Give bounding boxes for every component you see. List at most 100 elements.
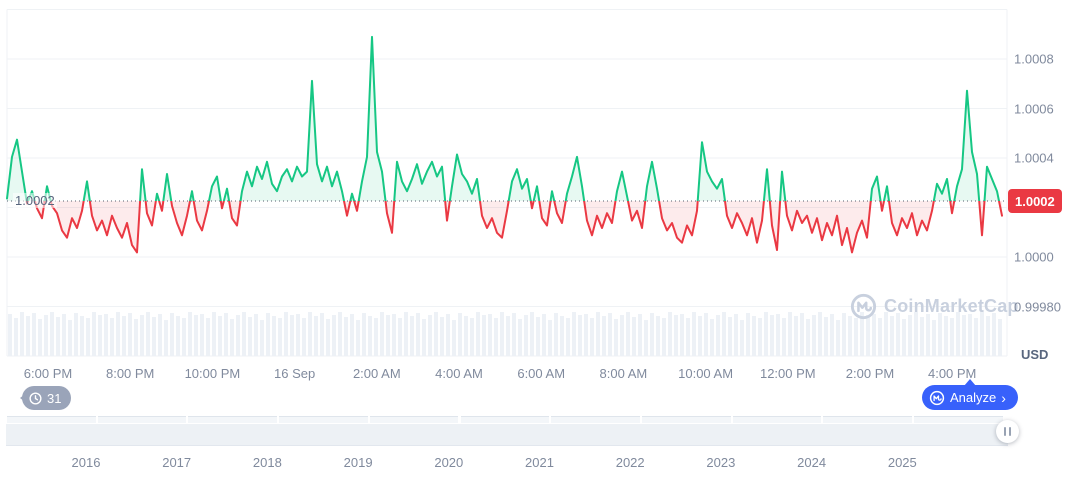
- volume-bar: [158, 314, 162, 356]
- volume-bar: [194, 315, 198, 356]
- volume-bar: [308, 312, 312, 356]
- volume-bar: [914, 312, 918, 356]
- volume-bar: [584, 314, 588, 356]
- history-clock-icon: [29, 391, 42, 405]
- volume-bar: [14, 318, 18, 356]
- x-axis-tick: 4:00 PM: [927, 366, 977, 381]
- volume-bar: [794, 316, 798, 356]
- volume-bar: [956, 312, 960, 356]
- volume-bar: [32, 313, 36, 356]
- x-axis-tick: 12:00 PM: [759, 366, 816, 381]
- volume-bar: [68, 320, 72, 356]
- volume-bar: [518, 319, 522, 356]
- volume-bar: [206, 318, 210, 356]
- navigator-preview-segment: [914, 416, 1003, 423]
- navigator-year-label[interactable]: 2021: [525, 455, 554, 470]
- volume-bar: [26, 316, 30, 356]
- handle-grip: [1009, 427, 1011, 436]
- price-chart-plot[interactable]: [0, 0, 1072, 362]
- volume-bar: [602, 316, 606, 356]
- navigator-year-label[interactable]: 2023: [706, 455, 736, 470]
- volume-bar: [200, 314, 204, 356]
- history-count: 31: [47, 390, 62, 406]
- navigator-year-label[interactable]: 2017: [162, 455, 192, 470]
- navigator-year-label[interactable]: 2022: [615, 455, 645, 470]
- volume-bar: [752, 316, 756, 356]
- volume-bar: [902, 319, 906, 356]
- y-axis-tick: 1.0008: [1014, 51, 1054, 67]
- navigator-year-label[interactable]: 2016: [71, 455, 101, 470]
- analyze-label: Analyze: [950, 390, 997, 405]
- volume-bar: [650, 313, 654, 356]
- volume-bar: [668, 312, 672, 356]
- navigator-preview-segment: [641, 416, 731, 423]
- volume-bar: [524, 315, 528, 356]
- navigator-year-label[interactable]: 2025: [887, 455, 917, 470]
- history-badge[interactable]: 31: [19, 386, 72, 410]
- volume-bar: [680, 314, 684, 356]
- volume-bar: [800, 313, 804, 356]
- volume-bar: [122, 316, 126, 356]
- volume-bar: [482, 315, 486, 356]
- volume-bar: [380, 312, 384, 356]
- navigator-right-handle[interactable]: [996, 420, 1019, 443]
- volume-bar: [356, 320, 360, 356]
- volume-bar: [554, 313, 558, 356]
- volume-bar: [782, 318, 786, 356]
- volume-bar: [92, 312, 96, 356]
- volume-bar: [722, 312, 726, 356]
- volume-bar: [398, 318, 402, 356]
- volume-bar: [638, 314, 642, 356]
- navigator-preview-segment: [7, 416, 96, 423]
- volume-bar: [176, 316, 180, 356]
- volume-bar: [674, 315, 678, 356]
- volume-bar: [236, 315, 240, 356]
- navigator-preview-segment: [460, 416, 550, 423]
- volume-bar: [812, 315, 816, 356]
- volume-bar: [572, 312, 576, 356]
- volume-bar: [350, 314, 354, 356]
- volume-bar: [500, 312, 504, 356]
- volume-bar: [692, 312, 696, 356]
- volume-bar: [530, 312, 534, 356]
- volume-bar: [644, 320, 648, 356]
- volume-bar: [326, 319, 330, 356]
- volume-bar: [290, 315, 294, 356]
- navigator-year-label[interactable]: 2024: [797, 455, 827, 470]
- navigator-preview-segment: [279, 416, 368, 423]
- volume-bar: [104, 314, 108, 356]
- volume-bar: [368, 316, 372, 356]
- analyze-button[interactable]: Analyze ›: [922, 379, 1018, 410]
- volume-bar: [164, 320, 168, 356]
- volume-bar: [98, 315, 102, 356]
- coinmarketcap-watermark: CoinMarketCap: [850, 293, 1019, 320]
- navigator-year-label[interactable]: 2019: [343, 455, 373, 470]
- volume-bar: [332, 315, 336, 356]
- x-axis-tick: 8:00 AM: [599, 366, 648, 381]
- volume-bar: [986, 316, 990, 356]
- volume-bar: [746, 313, 750, 356]
- navigator-year-label[interactable]: 2020: [434, 455, 464, 470]
- volume-bar: [224, 313, 228, 356]
- area-fill-down: [7, 201, 1002, 253]
- volume-bar: [284, 312, 288, 356]
- volume-bar: [884, 312, 888, 356]
- volume-bar: [872, 314, 876, 356]
- volume-bar: [620, 315, 624, 356]
- volume-bar: [74, 313, 78, 356]
- x-axis-tick: 6:00 AM: [517, 366, 566, 381]
- volume-bar: [278, 318, 282, 356]
- volume-bar: [860, 312, 864, 356]
- volume-bar: [464, 316, 468, 356]
- navigator-range-band[interactable]: [6, 424, 1008, 446]
- volume-bar: [962, 315, 966, 356]
- volume-bar: [422, 319, 426, 356]
- volume-bar: [758, 318, 762, 356]
- volume-bar: [404, 312, 408, 356]
- navigator-year-label[interactable]: 2018: [252, 455, 282, 470]
- volume-bar: [938, 313, 942, 356]
- x-axis-tick: 6:00 PM: [23, 366, 73, 381]
- volume-bar: [512, 313, 516, 356]
- volume-bar: [434, 312, 438, 356]
- volume-bar: [626, 312, 630, 356]
